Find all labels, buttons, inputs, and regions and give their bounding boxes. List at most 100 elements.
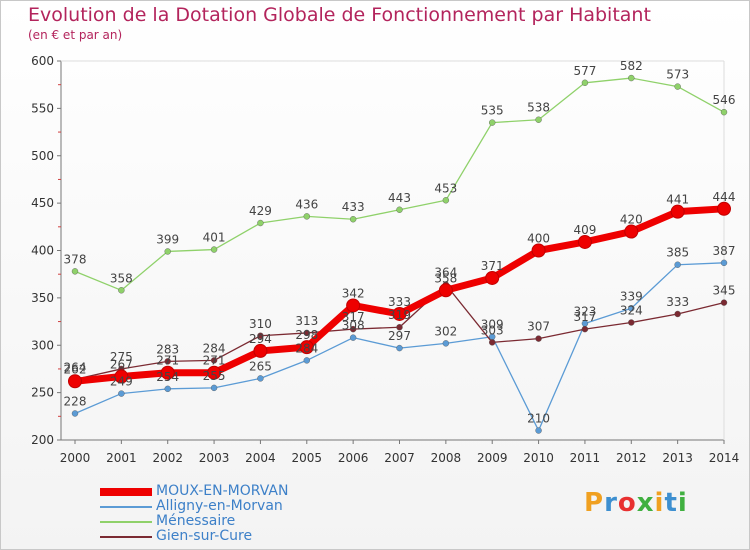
x-tick-label: 2005 bbox=[292, 451, 323, 465]
data-point bbox=[396, 324, 403, 331]
data-label: 358 bbox=[110, 271, 133, 285]
data-point bbox=[257, 332, 264, 339]
data-label: 577 bbox=[573, 64, 596, 78]
data-label: 436 bbox=[295, 197, 318, 211]
data-point bbox=[674, 310, 681, 318]
data-point bbox=[628, 305, 635, 312]
data-label: 333 bbox=[388, 295, 411, 309]
data-label: 267 bbox=[110, 358, 133, 372]
data-label: 420 bbox=[620, 213, 643, 227]
data-point bbox=[207, 365, 222, 380]
data-label: 262 bbox=[64, 362, 87, 376]
data-label: 358 bbox=[434, 271, 457, 285]
x-tick-label: 2000 bbox=[60, 451, 91, 465]
data-label: 582 bbox=[620, 59, 643, 73]
line-chart: 200 250 300 350 400 450 500 550 600 2000 2001 2002 2… bbox=[31, 54, 739, 465]
y-tick-label: 200 bbox=[31, 433, 54, 447]
data-label: 333 bbox=[666, 295, 689, 309]
data-point bbox=[674, 83, 681, 90]
data-point bbox=[720, 108, 728, 116]
data-point bbox=[442, 197, 450, 204]
y-tick-label: 450 bbox=[31, 196, 54, 210]
data-label: 283 bbox=[156, 342, 179, 356]
y-tick-label: 550 bbox=[31, 101, 54, 115]
data-point bbox=[210, 246, 218, 253]
data-point bbox=[257, 375, 264, 382]
data-label: 433 bbox=[342, 200, 365, 214]
data-point bbox=[392, 306, 407, 321]
data-label: 309 bbox=[481, 318, 504, 332]
data-label: 284 bbox=[295, 341, 318, 355]
data-point bbox=[485, 270, 500, 285]
data-label: 409 bbox=[573, 223, 596, 237]
data-point bbox=[717, 201, 731, 216]
data-label: 297 bbox=[388, 329, 411, 343]
data-label: 443 bbox=[388, 191, 411, 205]
legend-swatch bbox=[100, 521, 152, 523]
legend-swatch bbox=[100, 506, 152, 508]
legend-label: Ménessaire bbox=[156, 513, 236, 529]
legend-swatch bbox=[100, 536, 152, 538]
y-tick-label: 300 bbox=[31, 338, 54, 352]
data-label: 303 bbox=[481, 323, 504, 337]
data-label: 255 bbox=[203, 369, 226, 383]
data-point bbox=[535, 116, 542, 123]
y-tick-label: 500 bbox=[31, 149, 54, 163]
legend-label: MOUX-EN-MORVAN bbox=[156, 483, 289, 499]
y-tick-label: 400 bbox=[31, 244, 54, 258]
y-tick-label: 250 bbox=[31, 386, 54, 400]
data-point bbox=[396, 344, 403, 352]
data-label: 378 bbox=[64, 252, 87, 266]
data-label: 401 bbox=[203, 231, 226, 245]
data-point bbox=[253, 343, 268, 358]
data-point bbox=[118, 287, 125, 294]
data-point bbox=[577, 234, 592, 249]
data-label: 324 bbox=[620, 304, 643, 318]
proxiti-logo: Proxiti bbox=[584, 488, 688, 518]
data-point bbox=[349, 216, 357, 223]
data-label: 441 bbox=[666, 193, 689, 207]
data-label: 228 bbox=[64, 394, 87, 408]
data-point bbox=[71, 268, 79, 275]
x-tick-label: 2001 bbox=[106, 451, 137, 465]
data-label: 249 bbox=[110, 375, 133, 389]
data-point bbox=[674, 261, 681, 268]
legend-label: Gien-sur-Cure bbox=[156, 528, 253, 544]
x-tick-label: 2010 bbox=[523, 451, 554, 465]
data-label: 264 bbox=[64, 360, 87, 374]
data-point bbox=[720, 299, 728, 306]
data-point bbox=[346, 298, 361, 313]
data-label: 538 bbox=[527, 101, 550, 115]
x-tick-label: 2008 bbox=[431, 451, 462, 465]
x-tick-label: 2007 bbox=[384, 451, 415, 465]
data-point bbox=[489, 119, 496, 126]
x-tick-label: 2003 bbox=[199, 451, 230, 465]
data-label: 265 bbox=[249, 359, 272, 373]
data-label: 546 bbox=[713, 93, 736, 107]
data-label: 387 bbox=[713, 244, 736, 258]
data-point bbox=[349, 325, 357, 333]
data-label: 308 bbox=[342, 319, 365, 333]
data-label: 310 bbox=[249, 317, 272, 331]
data-point bbox=[442, 340, 450, 347]
data-label: 275 bbox=[110, 350, 133, 364]
series-line-menessaire bbox=[74, 77, 725, 291]
data-point bbox=[670, 204, 685, 219]
data-label: 429 bbox=[249, 204, 272, 218]
data-point bbox=[535, 427, 542, 434]
data-label: 453 bbox=[434, 181, 457, 195]
data-label: 400 bbox=[527, 232, 550, 246]
data-point bbox=[299, 340, 314, 355]
data-label: 210 bbox=[527, 412, 550, 426]
data-label: 313 bbox=[295, 314, 318, 328]
data-point bbox=[581, 79, 589, 86]
data-point bbox=[624, 224, 639, 239]
data-point bbox=[210, 384, 218, 392]
data-point bbox=[68, 374, 82, 389]
y-tick-label: 600 bbox=[31, 54, 54, 68]
x-tick-label: 2002 bbox=[152, 451, 183, 465]
data-label: 254 bbox=[156, 370, 179, 384]
data-point bbox=[71, 410, 79, 417]
x-tick-label: 2006 bbox=[338, 451, 369, 465]
data-label: 294 bbox=[249, 332, 272, 346]
